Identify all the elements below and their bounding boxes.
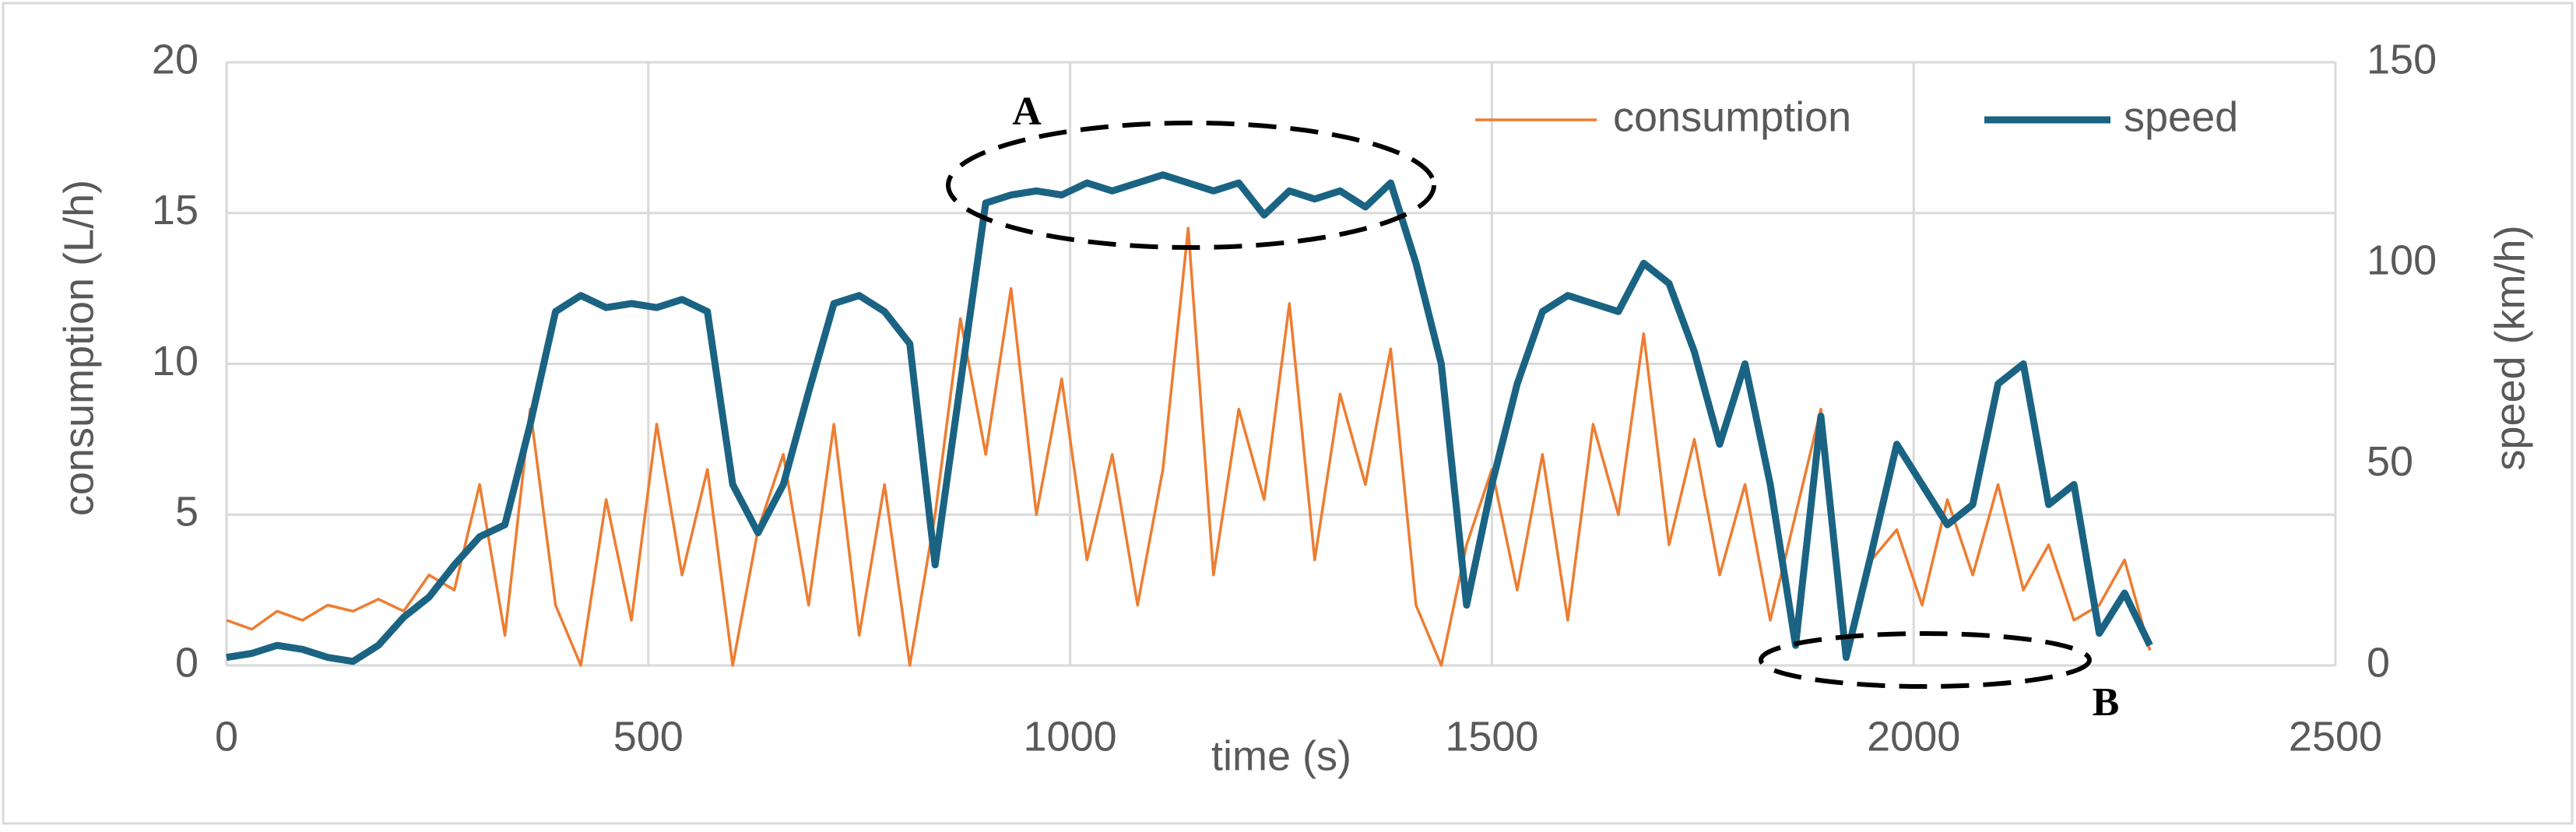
plot [226,171,2153,667]
y2-tick-label: 50 [2367,438,2413,485]
y-tick-label: 5 [175,489,199,535]
y2-tick-label: 0 [2367,639,2390,686]
annotation: A [1012,90,1042,134]
x-tick-label: 2500 [2289,713,2382,760]
ellipse-b [1759,631,2092,689]
y2-tick-label: 100 [2367,237,2437,284]
annotation: B [2093,680,2120,725]
grid [225,61,2337,667]
x-tick-label: 1000 [1024,713,1117,760]
y2-axis-label: speed (km/h) [2486,225,2533,470]
y-axis-label: consumption (L/h) [55,180,102,516]
series-line [226,171,2153,665]
y2-tick-label: 150 [2367,36,2437,82]
y-tick-label: 0 [175,639,199,686]
legend-label: consumption [1613,93,1851,140]
x-tick-label: 1500 [1445,713,1538,760]
x-tick-label: 2000 [1867,713,1960,760]
y-tick-label: 10 [152,338,199,384]
y-tick-label: 15 [152,187,199,233]
legend-label: speed [2124,93,2238,140]
ellipse-a [946,121,1436,250]
x-axis-label: time (s) [1211,732,1351,779]
x-tick-label: 500 [613,713,684,760]
y-tick-label: 20 [152,36,199,82]
x-tick-label: 0 [215,713,238,760]
